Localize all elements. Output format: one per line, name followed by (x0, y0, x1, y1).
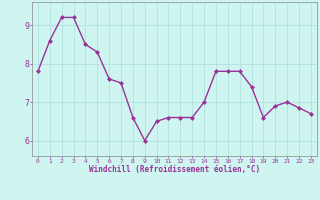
X-axis label: Windchill (Refroidissement éolien,°C): Windchill (Refroidissement éolien,°C) (89, 165, 260, 174)
